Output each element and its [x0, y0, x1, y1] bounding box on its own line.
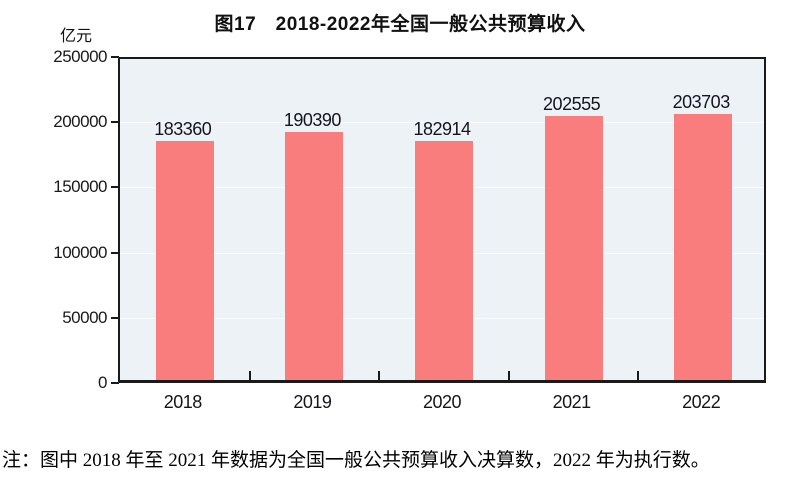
y-axis-tick-label: 0 — [98, 373, 107, 392]
x-axis-category-label: 2019 — [293, 392, 332, 412]
y-axis-tick-label: 150000 — [53, 177, 107, 197]
bar-value-label: 202555 — [543, 93, 601, 114]
footnote: 注：图中 2018 年至 2021 年数据为全国一般公共预算收入决算数，2022… — [2, 450, 710, 471]
gridline — [120, 122, 764, 124]
x-axis-tick — [507, 371, 510, 380]
x-axis-category-label: 2022 — [682, 392, 721, 412]
y-axis-tick — [111, 56, 119, 58]
x-axis-category-label: 2020 — [422, 392, 462, 412]
y-axis-unit-label: 亿元 — [60, 28, 93, 45]
y-axis-tick — [111, 251, 119, 254]
y-axis-tick-label: 50000 — [62, 307, 107, 327]
bar-value-label: 182914 — [413, 119, 471, 140]
plot-area — [118, 57, 766, 383]
bar-value-label: 190390 — [283, 109, 342, 130]
bar-2018 — [155, 140, 214, 380]
bar-2022 — [674, 114, 733, 380]
y-axis-tick-label: 100000 — [53, 242, 107, 262]
bar-2019 — [285, 131, 344, 380]
y-axis-tick-label: 200000 — [53, 112, 107, 132]
y-axis-tick — [111, 382, 119, 384]
y-axis-tick — [111, 316, 119, 319]
bar-2020 — [415, 141, 473, 380]
x-axis-category-label: 2021 — [552, 392, 592, 412]
bar-2021 — [544, 115, 603, 380]
y-axis-tick — [111, 121, 119, 124]
x-axis-tick — [637, 371, 640, 380]
bar-value-label: 183360 — [154, 118, 212, 139]
y-axis-tick — [111, 186, 119, 189]
x-axis-tick — [248, 371, 251, 380]
bar-value-label: 203703 — [672, 92, 731, 113]
x-axis-category-label: 2018 — [163, 392, 203, 412]
y-axis-tick-label: 250000 — [53, 47, 107, 66]
chart-title: 图17 2018-2022年全国一般公共预算收入 — [214, 14, 586, 35]
x-axis-tick — [378, 371, 381, 380]
